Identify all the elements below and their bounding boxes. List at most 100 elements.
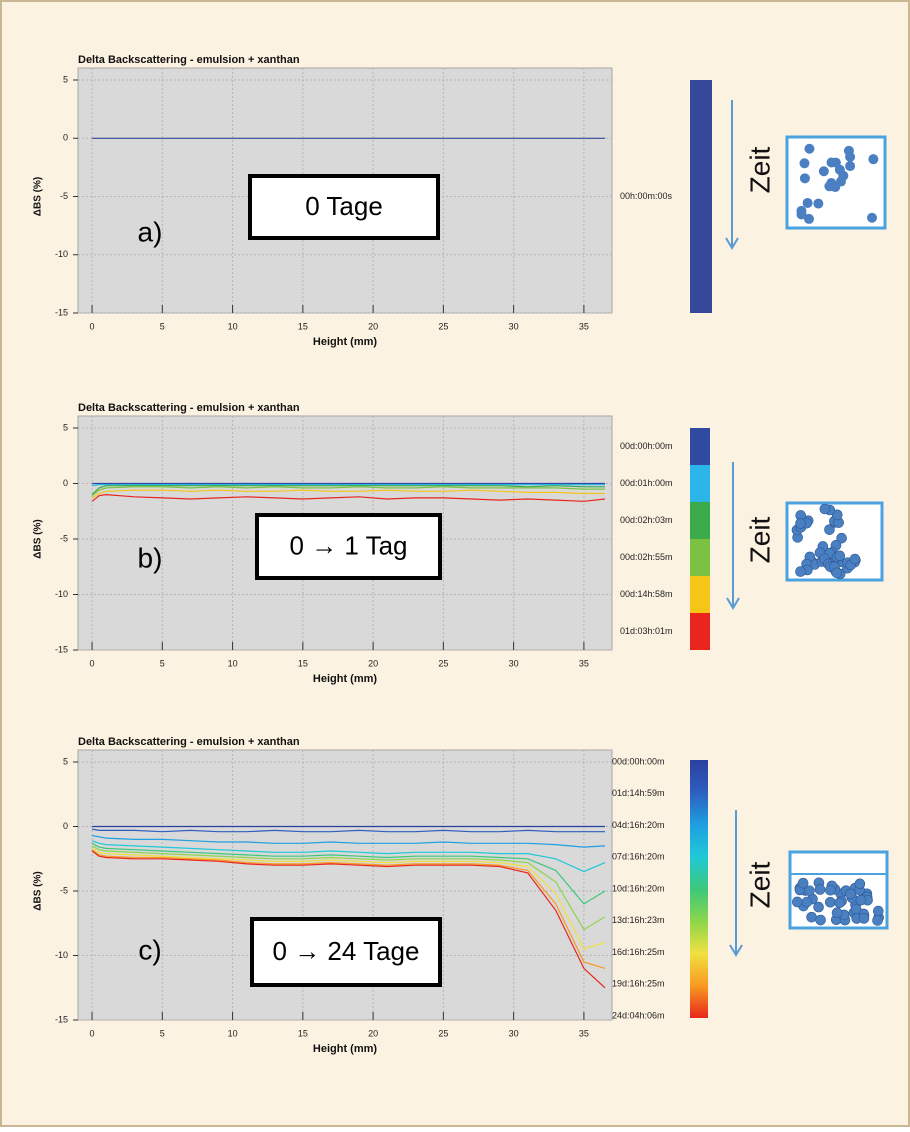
x-axis-label: Height (mm) xyxy=(313,673,378,685)
legend-label: 00d:02h:03m xyxy=(620,515,673,525)
particle xyxy=(801,896,813,908)
legend-label: 10d:16h:20m xyxy=(612,883,665,893)
chart-title: Delta Backscattering - emulsion + xantha… xyxy=(78,402,300,414)
series-line xyxy=(91,845,606,931)
particle xyxy=(804,885,815,897)
x-axis-label: Height (mm) xyxy=(313,336,378,348)
particle xyxy=(795,566,806,577)
particle xyxy=(803,213,814,224)
x-tick-label: 10 xyxy=(228,321,238,331)
particle xyxy=(873,905,884,917)
x-tick-label: 0 xyxy=(90,321,95,331)
legend-label: 07d:16h:20m xyxy=(612,852,665,862)
panel-label: c) xyxy=(138,934,161,965)
x-tick-label: 25 xyxy=(438,1028,448,1038)
legend-colorbar xyxy=(690,760,708,1018)
x-tick-label: 15 xyxy=(298,1028,308,1038)
legend-label: 00d:14h:58m xyxy=(620,589,673,599)
y-tick-label: -15 xyxy=(55,1014,68,1024)
particle xyxy=(824,524,835,535)
particle xyxy=(796,209,807,220)
particle xyxy=(854,878,866,890)
particle xyxy=(804,143,815,154)
legend-label: 00d:01h:00m xyxy=(620,478,673,488)
legend-label: 00d:02h:55m xyxy=(620,552,673,562)
series-line xyxy=(91,489,605,499)
particle xyxy=(849,553,861,565)
particle xyxy=(826,157,837,168)
x-tick-label: 20 xyxy=(368,1028,378,1038)
legend-swatch xyxy=(690,80,712,313)
x-tick-label: 30 xyxy=(509,1028,519,1038)
x-tick-label: 20 xyxy=(368,658,378,668)
y-tick-label: 5 xyxy=(63,756,68,766)
particle xyxy=(814,884,826,895)
arrow-head xyxy=(726,597,740,610)
legend-swatch xyxy=(690,576,710,613)
x-tick-label: 15 xyxy=(298,321,308,331)
x-tick-label: 35 xyxy=(579,1028,589,1038)
particle xyxy=(872,915,883,926)
annotation-box xyxy=(255,513,442,580)
legend-swatch xyxy=(690,539,710,576)
x-tick-label: 30 xyxy=(509,658,519,668)
series-line xyxy=(91,828,605,833)
y-tick-label: 0 xyxy=(63,478,68,488)
arrow-head xyxy=(725,237,739,250)
x-tick-label: 5 xyxy=(160,658,165,668)
particle xyxy=(831,509,843,521)
y-axis-label: ΔBS (%) xyxy=(33,871,44,910)
legend-label: 13d:16h:23m xyxy=(612,915,665,925)
legend-swatch xyxy=(690,502,710,539)
particle xyxy=(850,903,862,915)
annotation-box xyxy=(248,174,440,240)
legend-label: 00d:00h:00m xyxy=(612,756,665,766)
arrow-label: Zeit xyxy=(744,516,775,563)
y-tick-label: -15 xyxy=(55,644,68,654)
y-tick-label: 5 xyxy=(63,74,68,84)
x-tick-label: 35 xyxy=(579,658,589,668)
chart-title: Delta Backscattering - emulsion + xantha… xyxy=(78,54,300,66)
particle xyxy=(836,532,847,544)
particle xyxy=(815,914,826,926)
y-tick-label: 5 xyxy=(63,422,68,432)
series-line xyxy=(91,850,606,989)
particle xyxy=(824,897,836,908)
particle xyxy=(858,913,870,924)
y-tick-label: -15 xyxy=(55,307,68,317)
particle xyxy=(834,897,845,909)
particle xyxy=(806,911,817,923)
legend-label: 01d:03h:01m xyxy=(620,626,673,636)
y-tick-label: -10 xyxy=(55,589,68,599)
particle xyxy=(813,198,824,209)
legend-swatch xyxy=(690,428,710,465)
legend-swatch xyxy=(690,465,710,502)
x-tick-label: 5 xyxy=(160,321,165,331)
particle xyxy=(824,181,835,192)
series-line xyxy=(91,486,605,497)
legend-label: 19d:16h:25m xyxy=(612,979,665,989)
particle xyxy=(818,166,829,177)
particle xyxy=(834,164,845,175)
particle xyxy=(795,518,806,529)
particle xyxy=(855,894,867,906)
arrow-label: Zeit xyxy=(744,146,775,193)
particle xyxy=(802,197,813,208)
annotation: 0 → 24 Tage xyxy=(273,936,420,966)
x-tick-label: 20 xyxy=(368,321,378,331)
particle xyxy=(825,884,836,896)
x-axis-label: Height (mm) xyxy=(313,1043,378,1055)
x-tick-label: 25 xyxy=(438,658,448,668)
series-line xyxy=(91,847,606,950)
particle xyxy=(845,888,856,900)
particle xyxy=(845,161,856,172)
legend-swatch xyxy=(690,613,710,650)
x-tick-label: 30 xyxy=(509,321,519,331)
x-tick-label: 35 xyxy=(579,321,589,331)
x-tick-label: 10 xyxy=(228,658,238,668)
y-tick-label: -10 xyxy=(55,950,68,960)
series-line xyxy=(92,484,605,487)
particle xyxy=(792,896,803,908)
y-tick-label: 0 xyxy=(63,133,68,143)
